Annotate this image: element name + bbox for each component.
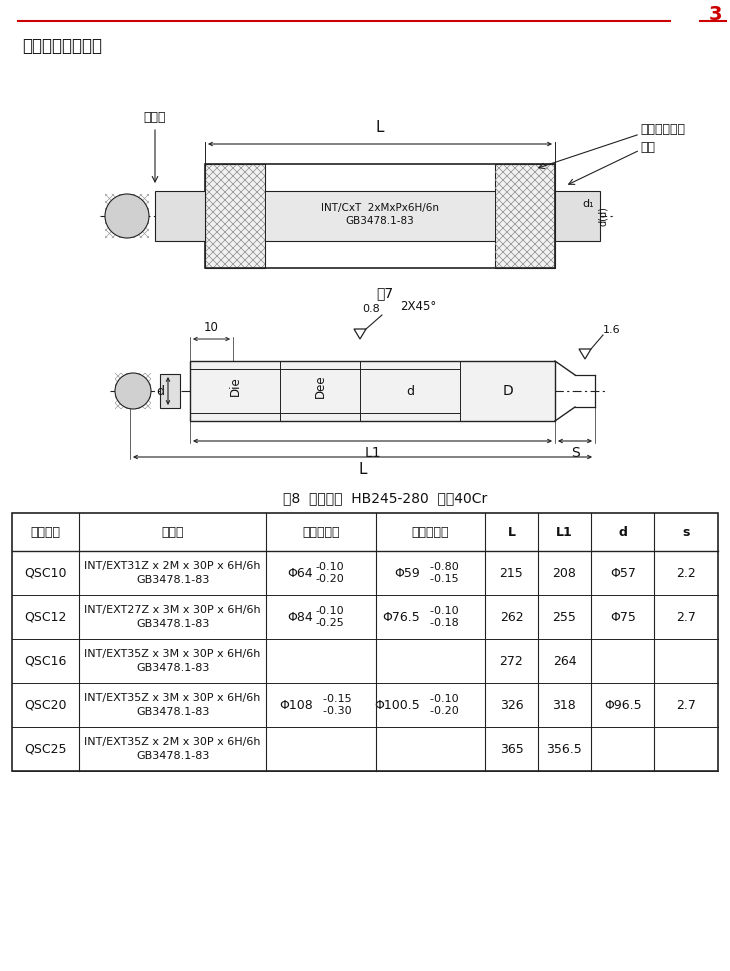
Text: 花键副: 花键副: [161, 525, 184, 539]
Text: Φ108: Φ108: [279, 698, 313, 712]
Text: d₁: d₁: [582, 198, 593, 209]
Text: 2.7: 2.7: [676, 698, 696, 712]
Text: L1: L1: [556, 525, 573, 539]
Text: d: d: [618, 525, 627, 539]
Text: 卡簧: 卡簧: [640, 141, 655, 153]
Text: 车轮轴: 车轮轴: [144, 111, 166, 124]
Text: 356.5: 356.5: [547, 743, 583, 755]
Text: -0.10
  -0.18: -0.10 -0.18: [423, 606, 459, 628]
Text: QSC10: QSC10: [24, 566, 66, 580]
Text: 365: 365: [499, 743, 523, 755]
Text: 图7: 图7: [377, 286, 393, 300]
Circle shape: [115, 373, 151, 409]
Text: 255: 255: [553, 611, 577, 623]
Text: 减速机花键套: 减速机花键套: [640, 122, 685, 136]
Text: 264: 264: [553, 654, 576, 667]
Text: 3: 3: [708, 5, 722, 23]
Text: 外花键小径: 外花键小径: [412, 525, 449, 539]
Text: s: s: [683, 525, 690, 539]
Text: INT/EXT31Z x 2M x 30P x 6H/6h
GB3478.1-83: INT/EXT31Z x 2M x 30P x 6H/6h GB3478.1-8…: [85, 561, 261, 585]
Text: 输出花键轴的联接: 输出花键轴的联接: [22, 37, 102, 55]
Text: 318: 318: [553, 698, 576, 712]
Text: -0.80
  -0.15: -0.80 -0.15: [423, 562, 459, 585]
Text: Φ75: Φ75: [610, 611, 636, 623]
Text: INT/CxT  2xMxPx6H/6n: INT/CxT 2xMxPx6H/6n: [321, 203, 439, 213]
Text: INT/EXT35Z x 2M x 30P x 6H/6h
GB3478.1-83: INT/EXT35Z x 2M x 30P x 6H/6h GB3478.1-8…: [85, 737, 261, 760]
Text: 208: 208: [553, 566, 577, 580]
Text: Φ100.5: Φ100.5: [374, 698, 420, 712]
Text: 326: 326: [499, 698, 523, 712]
Text: Dee: Dee: [313, 374, 326, 398]
Text: Φ76.5: Φ76.5: [383, 611, 420, 623]
Text: 外花键大径: 外花键大径: [302, 525, 339, 539]
Text: d: d: [406, 385, 414, 397]
Text: -0.15
  -0.30: -0.15 -0.30: [316, 694, 352, 717]
Text: 2.2: 2.2: [677, 566, 696, 580]
Text: Φ84: Φ84: [287, 611, 313, 623]
Text: L1: L1: [364, 446, 381, 460]
Bar: [265, 191, 495, 241]
Bar: [495, 164, 555, 268]
Text: Φ59: Φ59: [394, 566, 420, 580]
Bar: [155, 191, 205, 241]
Text: 10: 10: [204, 321, 219, 334]
Text: 图8  调质处理  HB245-280  材料40Cr: 图8 调质处理 HB245-280 材料40Cr: [283, 491, 487, 505]
Text: QSC25: QSC25: [24, 743, 66, 755]
Text: QSC16: QSC16: [24, 654, 66, 667]
Text: Φ57: Φ57: [610, 566, 636, 580]
Text: S: S: [571, 446, 580, 460]
Text: 262: 262: [499, 611, 523, 623]
Text: 272: 272: [499, 654, 523, 667]
Text: QSC12: QSC12: [24, 611, 66, 623]
Circle shape: [105, 194, 149, 238]
Text: QSC20: QSC20: [24, 698, 66, 712]
Text: L: L: [358, 462, 366, 477]
Text: Die: Die: [228, 376, 242, 396]
Bar: [190, 361, 555, 421]
Text: INT/EXT35Z x 3M x 30P x 6H/6h
GB3478.1-83: INT/EXT35Z x 3M x 30P x 6H/6h GB3478.1-8…: [85, 650, 261, 673]
Text: 机座代号: 机座代号: [31, 525, 61, 539]
Text: -0.10
-0.25: -0.10 -0.25: [316, 606, 345, 628]
Text: 215: 215: [499, 566, 523, 580]
Text: Φ64: Φ64: [287, 566, 313, 580]
Text: 2X45°: 2X45°: [400, 300, 437, 313]
Text: INT/EXT27Z x 3M x 30P x 6H/6h
GB3478.1-83: INT/EXT27Z x 3M x 30P x 6H/6h GB3478.1-8…: [84, 605, 261, 628]
Text: -0.10
  -0.20: -0.10 -0.20: [423, 694, 459, 717]
Text: 0.8: 0.8: [362, 304, 380, 314]
Text: d(d): d(d): [598, 206, 608, 226]
Text: d: d: [156, 385, 164, 397]
Bar: [205, 164, 265, 268]
Text: 2.7: 2.7: [676, 611, 696, 623]
Text: GB3478.1-83: GB3478.1-83: [345, 216, 415, 226]
Bar: [205, 164, 555, 268]
Bar: [555, 191, 600, 241]
Text: INT/EXT35Z x 3M x 30P x 6H/6h
GB3478.1-83: INT/EXT35Z x 3M x 30P x 6H/6h GB3478.1-8…: [85, 693, 261, 717]
Bar: [160, 374, 180, 408]
Text: -0.10
-0.20: -0.10 -0.20: [316, 562, 345, 585]
Text: L: L: [376, 120, 384, 135]
Text: 1.6: 1.6: [603, 325, 620, 335]
Text: L: L: [507, 525, 515, 539]
Text: D: D: [502, 384, 513, 398]
Text: Φ96.5: Φ96.5: [604, 698, 642, 712]
Bar: [12, 513, 718, 771]
